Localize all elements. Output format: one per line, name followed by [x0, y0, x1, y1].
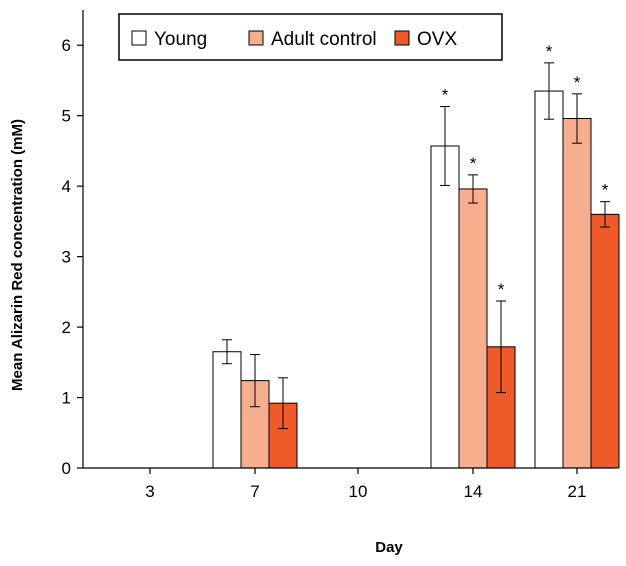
y-tick-label: 2 [62, 318, 71, 337]
axes: 0 1 2 3 4 5 6 3 7 10 14 21 [62, 10, 615, 501]
significance-marker: * [470, 154, 477, 173]
bar-ovx-day-14 [486, 346, 516, 469]
y-tick-label: 1 [62, 389, 71, 408]
bar-adult-control-day-14 [458, 188, 488, 469]
x-tick-label: 21 [568, 482, 587, 501]
bars-layer [212, 90, 620, 469]
legend-swatch-ovx [394, 30, 410, 46]
significance-marker: * [498, 280, 505, 299]
bar-ovx-day-21 [590, 213, 620, 469]
significance-markers-layer: * * * * * * [442, 42, 609, 299]
significance-marker: * [546, 42, 553, 61]
legend-swatch-adult-control [248, 30, 264, 46]
y-axis-title: Mean Alizarin Red concentration (mM) [9, 119, 26, 391]
error-bars-layer [222, 62, 610, 430]
significance-marker: * [442, 86, 449, 105]
bar-adult-control-day-21 [562, 118, 592, 469]
legend-label-adult-control: Adult control [271, 29, 377, 50]
y-tick-label: 6 [62, 36, 71, 55]
significance-marker: * [574, 73, 581, 92]
bar-young-day-14 [430, 145, 460, 469]
bar-young-day-7 [212, 351, 242, 469]
x-tick-label: 7 [250, 482, 259, 501]
legend: Young Adult control OVX [118, 13, 503, 61]
y-tick-label: 5 [62, 107, 71, 126]
y-tick-label: 0 [62, 459, 71, 478]
legend-label-ovx: OVX [417, 29, 457, 50]
bar-young-day-21 [534, 90, 564, 469]
legend-label-young: Young [154, 29, 207, 50]
y-tick-label: 4 [62, 177, 71, 196]
legend-box [118, 13, 503, 61]
x-tick-label: 10 [349, 482, 368, 501]
y-tick-label: 3 [62, 248, 71, 267]
x-axis-title: Day [375, 539, 403, 556]
x-tick-label: 14 [464, 482, 483, 501]
legend-swatch-young [131, 30, 147, 46]
x-tick-label: 3 [145, 482, 154, 501]
significance-marker: * [602, 181, 609, 200]
